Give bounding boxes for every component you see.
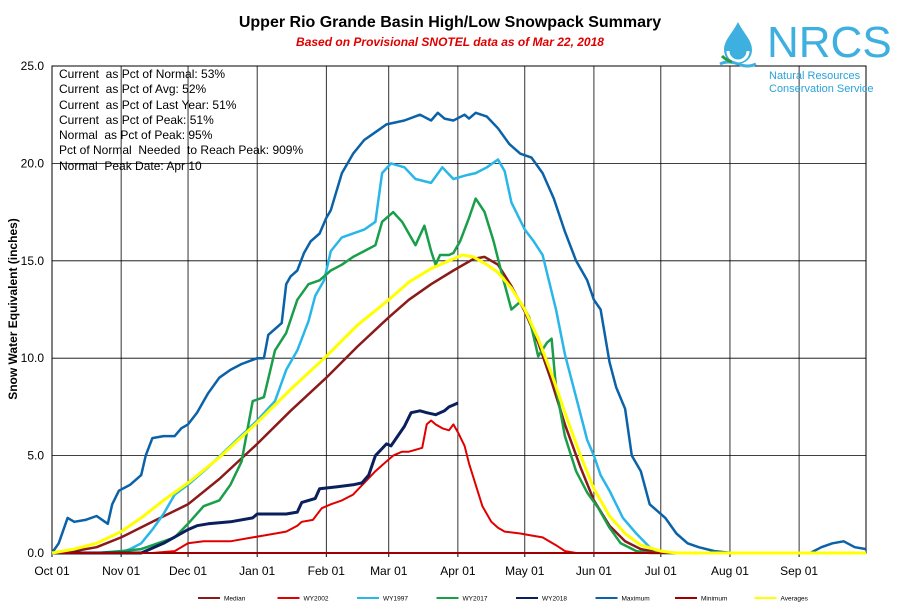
legend-label: WY2002	[304, 596, 329, 603]
stat-pct-last-year: Current as Pct of Last Year: 51%	[59, 97, 237, 112]
y-tick-label: 5.0	[27, 449, 44, 463]
series-wy2002	[52, 419, 866, 554]
x-tick-label: Jul 01	[645, 564, 677, 578]
series-maximum	[50, 111, 867, 555]
legend-label: WY2017	[463, 596, 488, 603]
stat-normal-pct-peak: Normal as Pct of Peak: 95%	[59, 128, 213, 143]
x-tick-label: Aug 01	[711, 564, 749, 578]
x-tick-label: Sep 01	[780, 564, 818, 578]
x-tick-label: Mar 01	[370, 564, 408, 578]
series-wy2017	[52, 197, 866, 555]
x-tick-label: Feb 01	[308, 564, 346, 578]
y-tick-label: 20.0	[21, 156, 45, 170]
legend-label: Minimum	[701, 596, 727, 603]
y-tick-label: 0.0	[27, 546, 44, 560]
grid-lines	[52, 65, 866, 553]
logo-line2: Conservation Service	[769, 83, 874, 95]
series-lines	[50, 111, 867, 555]
legend-label: Averages	[781, 596, 809, 603]
stat-pct-needed: Pct of Normal Needed to Reach Peak: 909%	[59, 143, 304, 158]
stat-pct-avg: Current as Pct of Avg: 52%	[59, 82, 207, 97]
stat-normal-peak-date: Normal Peak Date: Apr 10	[59, 158, 202, 173]
x-tick-label: Jan 01	[239, 564, 275, 578]
legend: Median WY2002 WY1997 WY2017 WY2018 Maximum Min…	[198, 596, 809, 603]
x-tick-label: Oct 01	[34, 564, 70, 578]
legend-label: WY2018	[542, 596, 567, 603]
chart-title: Upper Rio Grande Basin High/Low Snowpack…	[238, 14, 662, 31]
chart-subtitle: Based on Provisional SNOTEL data as of M…	[296, 35, 604, 49]
x-tick-label: Jun 01	[576, 564, 612, 578]
stat-pct-peak: Current as Pct of Peak: 51%	[59, 112, 214, 127]
logo-wordmark: NRCS	[767, 18, 892, 67]
legend-label: WY1997	[383, 596, 408, 603]
y-axis-label: Snow Water Equivalent (inches)	[6, 218, 20, 400]
water-drop-icon	[719, 22, 757, 68]
x-tick-label: May 01	[505, 564, 545, 578]
x-tick-label: Apr 01	[440, 564, 476, 578]
stats-box: Current as Pct of Normal: 53% Current as…	[59, 67, 303, 174]
x-tick-label: Dec 01	[169, 564, 207, 578]
logo-line1: Natural Resources	[769, 70, 861, 82]
series-wy2018	[52, 401, 459, 555]
y-tick-label: 10.0	[21, 351, 45, 365]
stat-pct-normal: Current as Pct of Normal: 53%	[59, 67, 226, 81]
x-tick-label: Nov 01	[102, 564, 140, 578]
nrcs-logo: NRCS Natural Resources Conservation Serv…	[718, 16, 892, 96]
y-tick-label: 15.0	[21, 254, 45, 268]
legend-label: Median	[224, 596, 246, 603]
series-averages	[51, 253, 866, 555]
y-tick-label: 25.0	[21, 59, 45, 73]
legend-label: Maximum	[622, 596, 650, 603]
axes: 0.0 5.0 10.0 15.0 20.0 25.0 Oct 01 Nov 01 Dec 01…	[21, 59, 819, 578]
